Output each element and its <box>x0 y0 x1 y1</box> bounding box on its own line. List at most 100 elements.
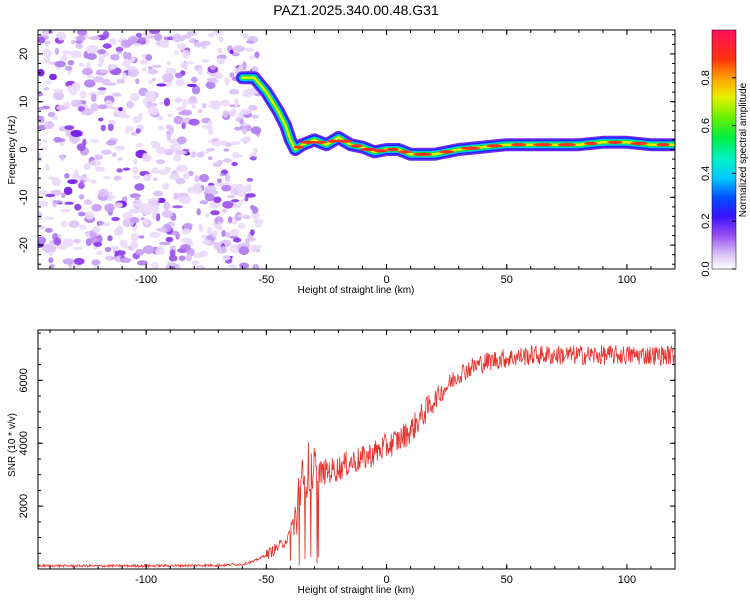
spectrogram-noise-blob <box>223 148 230 152</box>
spectrogram-noise-blob <box>238 64 244 73</box>
spectrogram-noise-blob <box>173 115 183 125</box>
spectrogram-ridge-peak <box>533 143 553 147</box>
spectrogram-noise-blob <box>221 184 232 192</box>
spectrogram-noise-blob <box>245 40 255 44</box>
spectrogram-ridge-peak <box>314 140 327 144</box>
spectrogram-noise-blob <box>166 61 171 66</box>
spectrogram-y-tick-label: 20 <box>18 48 30 60</box>
spectrogram-noise-blob <box>154 33 163 42</box>
spectrogram-noise-blob <box>135 249 145 256</box>
spectrogram-noise-blob <box>179 244 191 251</box>
spectrogram-noise-blob <box>109 38 117 45</box>
spectrogram-noise-blob <box>122 59 131 68</box>
spectrogram-noise-blob <box>219 173 225 177</box>
spectrogram-noise-blob <box>211 138 220 142</box>
spectrogram-noise-blob <box>237 223 246 229</box>
spectrogram-noise-blob <box>44 40 51 45</box>
colorbar-ticks: 0.0 0.2 0.4 0.6 0.8 <box>700 70 736 277</box>
spectrogram-noise-blob <box>64 201 74 205</box>
spectrogram-noise-blob <box>239 262 250 269</box>
spectrogram-noise-blob <box>191 85 201 95</box>
spectrogram-noise-blob <box>110 106 119 110</box>
spectrogram-noise-blob <box>135 128 141 134</box>
spectrogram-noise-blob <box>74 203 82 211</box>
spectrogram-noise-blob <box>86 75 94 79</box>
spectrogram-noise-blob <box>222 158 233 163</box>
spectrogram-noise-blob <box>74 169 79 177</box>
spectrogram-noise-blob <box>181 122 186 130</box>
spectrogram-noise-blob <box>44 80 52 85</box>
spectrogram-noise-blob <box>51 177 61 187</box>
spectrogram-noise-blob <box>76 143 86 152</box>
spectrogram-noise-blob <box>249 156 257 161</box>
spectrogram-noise-blob <box>98 220 104 226</box>
spectrogram-noise-blob <box>191 260 200 266</box>
spectrogram-noise-blob <box>227 264 238 268</box>
spectrogram-noise-blob <box>220 140 228 146</box>
spectrogram-ridge-peak <box>398 150 412 154</box>
spectrogram-noise-blob <box>83 162 91 171</box>
snr-x-tick-label: 0 <box>383 574 389 586</box>
snr-y-tick-label: 6000 <box>18 368 30 392</box>
spectrogram-noise-blob <box>198 224 204 232</box>
spectrogram-noise-blob <box>52 200 63 204</box>
spectrogram-noise-blob <box>139 59 148 65</box>
spectrogram-ridge-peak <box>360 147 377 152</box>
spectrogram-noise-blob <box>38 142 43 147</box>
snr-x-tick-label: 100 <box>618 574 636 586</box>
spectrogram-noise-blob <box>231 52 240 57</box>
spectrogram-noise-blob <box>250 244 259 253</box>
spectrogram-noise-blob <box>53 88 64 94</box>
spectrogram-noise-blob <box>169 173 180 181</box>
spectrogram-noise-blob <box>231 199 240 203</box>
spectrogram-noise-blob <box>107 197 113 202</box>
spectrogram-x-tick-label: 50 <box>501 274 513 286</box>
spectrogram-noise-blob <box>86 45 99 54</box>
spectrogram-noise-blob <box>209 64 216 71</box>
spectrogram-noise-blob <box>245 193 256 198</box>
spectrogram-noise-blob <box>96 49 107 55</box>
spectrogram-noise-blob <box>56 244 68 250</box>
spectrogram-noise-blob <box>70 129 82 138</box>
spectrogram-noise-blob <box>174 97 183 103</box>
spectrogram-noise-blob <box>49 73 57 81</box>
spectrogram-noise-blob <box>175 78 185 87</box>
spectrogram-noise-blob <box>178 255 186 261</box>
spectrogram-noise-blob <box>163 97 171 107</box>
spectrogram-noise-blob <box>190 76 198 83</box>
spectrogram-noise-blob <box>70 50 82 59</box>
spectrogram-noise-blob <box>142 152 149 161</box>
spectrogram-noise-blob <box>175 164 188 173</box>
spectrogram-noise-blob <box>208 182 215 187</box>
spectrogram-noise-blob <box>94 232 103 236</box>
spectrogram-noise-blob <box>180 195 192 205</box>
spectrogram-noise-blob <box>232 204 241 209</box>
spectrogram-noise-blob <box>183 222 193 229</box>
spectrogram-noise-blob <box>54 60 66 68</box>
spectrogram-noise-blob <box>169 249 176 257</box>
spectrogram-noise-blob <box>162 73 174 82</box>
spectrogram-ridge-layer <box>235 71 675 161</box>
spectrogram-noise-blob <box>63 186 73 196</box>
spectrogram-noise-blob <box>126 66 138 71</box>
spectrogram-ridge-peak <box>584 141 598 146</box>
spectrogram-noise-blob <box>155 247 165 255</box>
spectrogram-noise-blob <box>80 110 93 116</box>
spectrogram-noise-blob <box>208 156 213 161</box>
spectrogram-noise-blob <box>42 57 51 63</box>
spectrogram-noise-blob <box>241 127 247 135</box>
spectrogram-noise-blob <box>130 240 138 249</box>
spectrogram-noise-blob <box>246 177 254 182</box>
snr-x-tick-label: -50 <box>258 574 274 586</box>
spectrogram-noise-blob <box>220 101 231 107</box>
spectrogram-noise-blob <box>248 55 255 60</box>
spectrogram-noise-blob <box>224 77 230 86</box>
spectrogram-noise-blob <box>161 210 173 219</box>
spectrogram-noise-blob <box>126 100 135 109</box>
spectrogram-noise-blob <box>199 174 210 183</box>
spectrogram-noise-blob <box>136 260 148 266</box>
spectrogram-noise-blob <box>68 220 80 228</box>
spectrogram-ridge-peak <box>486 144 503 148</box>
spectrogram-noise-blob <box>120 39 132 48</box>
snr-x-tick-label: -100 <box>135 574 157 586</box>
